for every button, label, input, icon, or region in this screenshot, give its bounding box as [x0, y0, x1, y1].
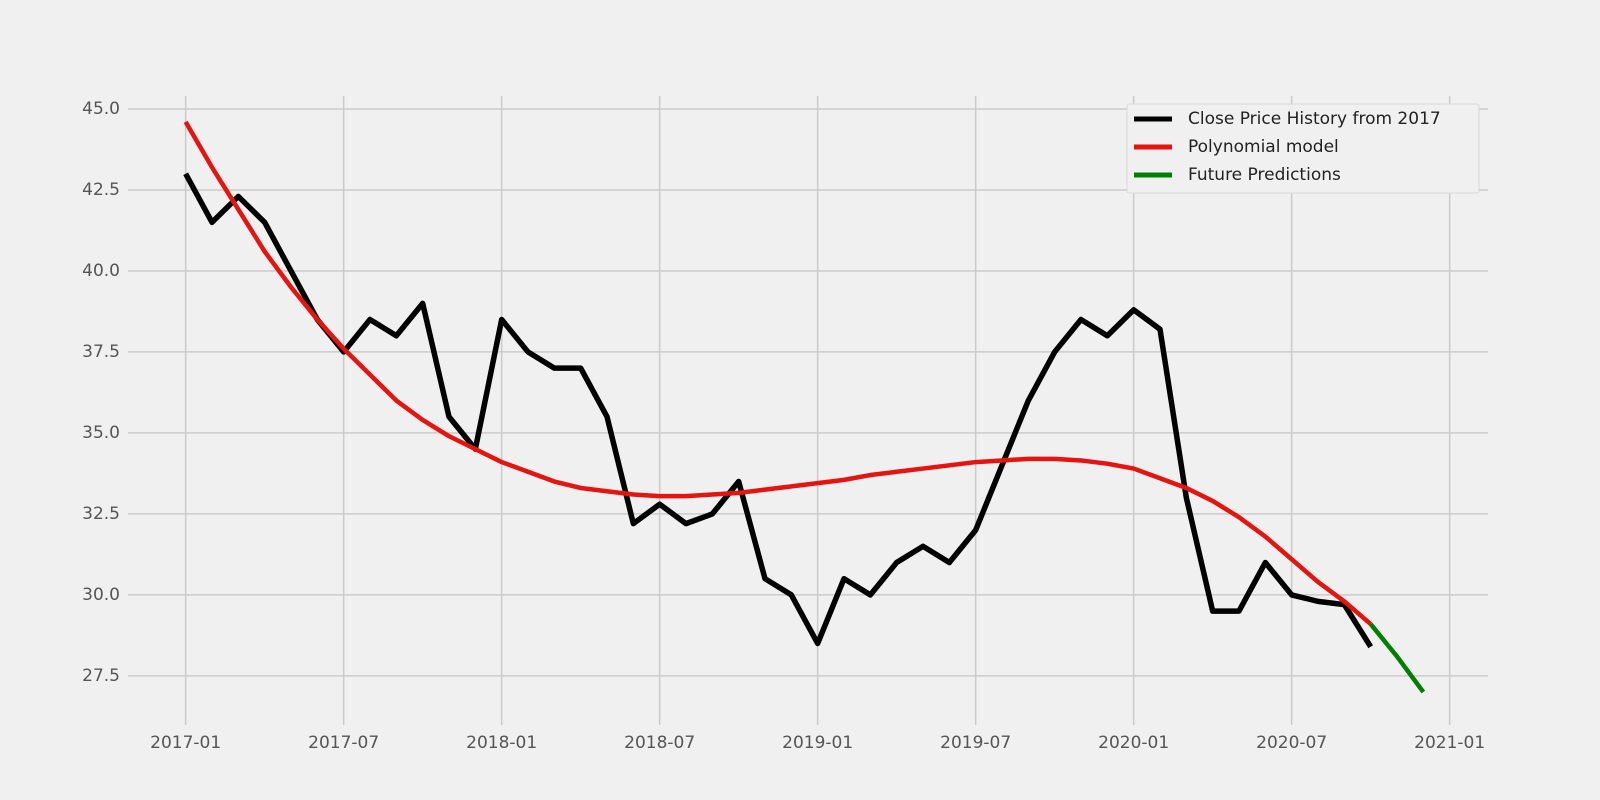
x-tick-label: 2017-07	[308, 733, 379, 753]
legend-label: Polynomial model	[1188, 137, 1339, 157]
x-tick-label: 2018-07	[624, 733, 695, 753]
plot-lines	[183, 120, 1426, 694]
x-tick-label: 2021-01	[1414, 733, 1485, 753]
y-tick-label: 32.5	[82, 504, 120, 524]
x-tick-label: 2018-01	[466, 733, 537, 753]
legend-box	[1126, 103, 1480, 194]
y-tick-label: 35.0	[82, 423, 120, 443]
y-tick-label: 45.0	[82, 99, 120, 119]
legend-label: Future Predictions	[1188, 165, 1341, 185]
y-tick-label: 30.0	[82, 585, 120, 605]
x-tick-label: 2017-01	[150, 733, 221, 753]
x-tick-label: 2019-01	[782, 733, 853, 753]
grid: 27.5 30.0 32.5 35.0 37.5 40.0 42.5 45.0 2017-01 2…	[82, 96, 1488, 753]
y-tick-label: 27.5	[82, 666, 120, 686]
x-tick-label: 2020-01	[1098, 733, 1169, 753]
legend-label: Close Price History from 2017	[1188, 109, 1441, 129]
y-tick-label: 42.5	[82, 180, 120, 200]
y-tick-label: 40.0	[82, 261, 120, 281]
legend: Close Price History from 2017 Polynomial …	[1126, 103, 1480, 194]
series-line	[183, 172, 1374, 649]
series-line	[1368, 622, 1426, 694]
x-tick-label: 2019-07	[940, 733, 1011, 753]
x-tick-label: 2020-07	[1256, 733, 1327, 753]
series-line	[183, 120, 1373, 626]
y-tick-label: 37.5	[82, 342, 120, 362]
